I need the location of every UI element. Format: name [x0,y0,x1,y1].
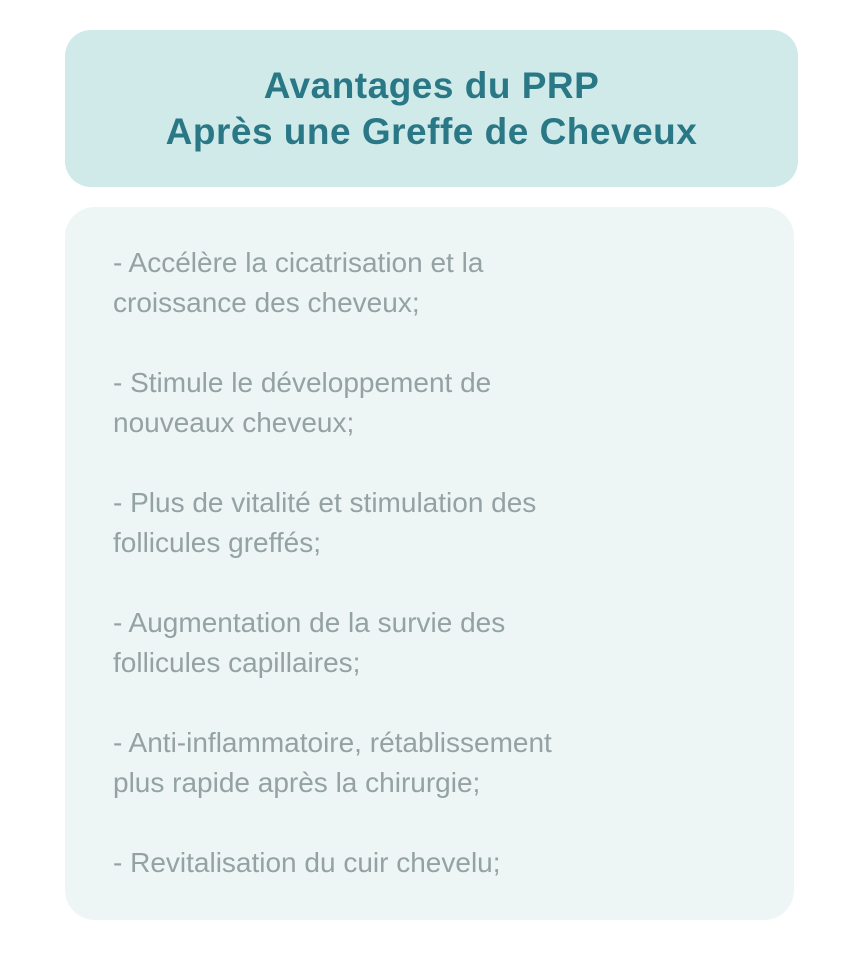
benefit-line: follicules capillaires; [113,647,361,678]
page-title: Avantages du PRP Après une Greffe de Che… [166,63,698,155]
benefit-line: follicules greffés; [113,527,322,558]
benefit-line: - Accélère la cicatrisation et la [113,247,484,278]
benefit-line: croissance des cheveux; [113,287,420,318]
benefit-item: - Stimule le développement de nouveaux ch… [113,363,758,443]
benefit-item: - Revitalisation du cuir chevelu; [113,843,758,883]
benefit-line: - Anti-inflammatoire, rétablissement [113,727,552,758]
benefit-item: - Accélère la cicatrisation et la croissa… [113,243,758,323]
title-line-1: Avantages du PRP [263,64,600,106]
benefit-line: - Revitalisation du cuir chevelu; [113,847,501,878]
benefit-item: - Anti-inflammatoire, rétablissement plus… [113,723,758,803]
benefit-line: plus rapide après la chirurgie; [113,767,481,798]
benefits-list: - Accélère la cicatrisation et la croissa… [113,243,758,883]
benefits-card: - Accélère la cicatrisation et la croissa… [65,207,794,920]
benefit-line: nouveaux cheveux; [113,407,355,438]
benefit-item: - Augmentation de la survie des follicule… [113,603,758,683]
benefit-item: - Plus de vitalité et stimulation des fol… [113,483,758,563]
header-card: Avantages du PRP Après une Greffe de Che… [65,30,798,187]
benefit-line: - Augmentation de la survie des [113,607,506,638]
title-line-2: Après une Greffe de Cheveux [165,110,698,152]
benefit-line: - Stimule le développement de [113,367,492,398]
benefit-line: - Plus de vitalité et stimulation des [113,487,537,518]
